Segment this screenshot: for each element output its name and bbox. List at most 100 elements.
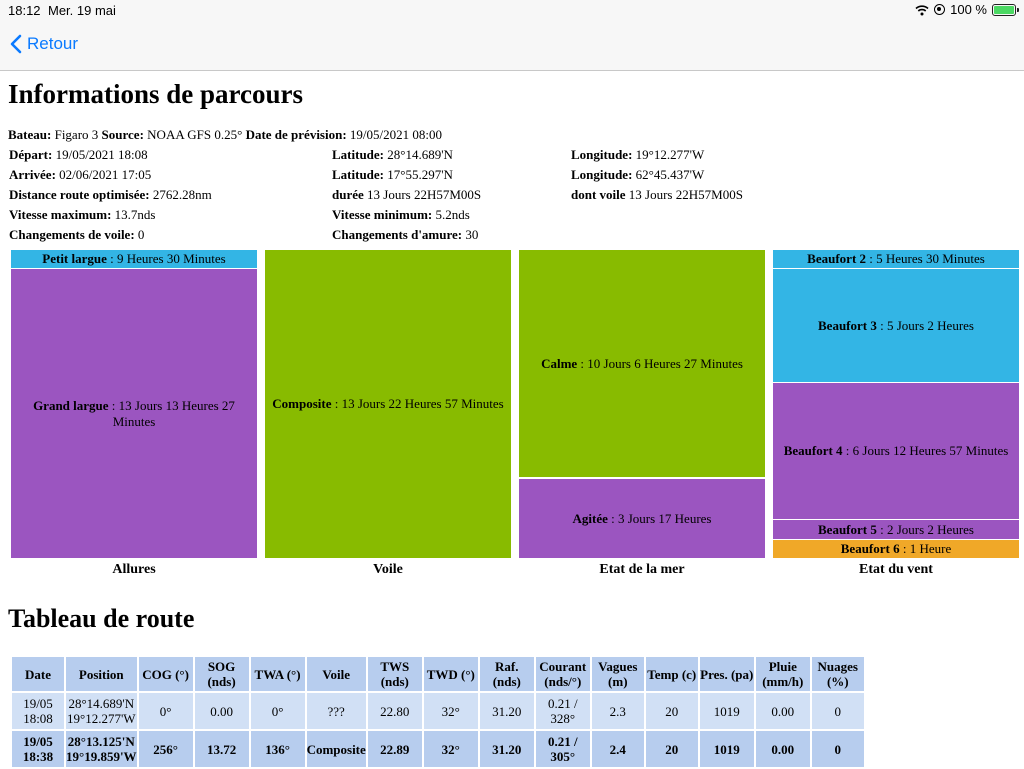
changements-voile-label: Changements de voile: [9, 227, 135, 242]
cell-voile: Composite [304, 729, 368, 769]
status-date: Mer. 19 mai [48, 3, 116, 18]
grand-largue-label: Grand largue [33, 397, 109, 413]
longitude-start-label: Longitude: [571, 147, 633, 162]
cell-tws: 22.80 [365, 691, 424, 731]
beaufort-2-value: : 5 Heures 30 Minutes [866, 251, 985, 266]
cell-temp: 20 [643, 729, 700, 769]
cell-raf: 31.20 [477, 729, 536, 769]
block-beaufort-6: Beaufort 6 : 1 Heure [772, 539, 1020, 559]
panel-mer: Calme : 10 Jours 6 Heures 27 Minutes Agi… [518, 249, 766, 559]
vitesse-min-label: Vitesse minimum: [332, 207, 433, 222]
info-depart: Départ: 19/05/2021 18:08 [9, 147, 148, 163]
cell-twa: 0° [248, 691, 307, 731]
forecast-label: Date de prévision: [245, 127, 347, 142]
block-grand-largue: Grand largue : 13 Jours 13 Heures 27 Min… [10, 268, 258, 559]
block-beaufort-2: Beaufort 2 : 5 Heures 30 Minutes [772, 249, 1020, 269]
page-title: Informations de parcours [8, 79, 304, 109]
col-twd: TWD (°) [421, 655, 480, 693]
beaufort-3-label: Beaufort 3 [818, 317, 877, 333]
boat-label: Bateau: [8, 127, 52, 142]
cell-position: 28°14.689'N 19°12.277'W [64, 691, 139, 731]
beaufort-6-value: : 1 Heure [899, 541, 952, 556]
agitee-value: : 3 Jours 17 Heures [607, 510, 712, 526]
wifi-icon [915, 4, 929, 15]
vitesse-max-value: 13.7nds [114, 207, 156, 222]
cell-pluie: 0.00 [753, 729, 812, 769]
arrivee-value: 02/06/2021 17:05 [59, 167, 152, 182]
latitude-end-label: Latitude: [332, 167, 384, 182]
latitude-start-label: Latitude: [332, 147, 384, 162]
cell-pres: 1019 [697, 691, 756, 731]
arrivee-label: Arrivée: [9, 167, 56, 182]
status-time: 18:12 [8, 3, 41, 18]
block-petit-largue: Petit largue : 9 Heures 30 Minutes [10, 249, 258, 269]
block-calme: Calme : 10 Jours 6 Heures 27 Minutes [518, 249, 766, 478]
forecast-value: 19/05/2021 08:00 [349, 127, 443, 142]
panel-voile: Composite : 13 Jours 22 Heures 57 Minute… [264, 249, 512, 559]
dont-voile-value: 13 Jours 22H57M00S [628, 187, 743, 202]
petit-largue-value: : 9 Heures 30 Minutes [106, 251, 226, 266]
calme-value: : 10 Jours 6 Heures 27 Minutes [577, 355, 743, 371]
col-temp: Temp (c) [643, 655, 700, 693]
cell-raf: 31.20 [477, 691, 536, 731]
orientation-lock-icon [934, 4, 946, 15]
col-sog: SOG (nds) [192, 655, 251, 693]
cell-courant: 0.21 / 305° [533, 729, 592, 769]
chevron-left-icon [10, 34, 22, 54]
col-twa: TWA (°) [248, 655, 307, 693]
depart-label: Départ: [9, 147, 53, 162]
battery-percent: 100 % [950, 2, 987, 17]
info-dont-voile: dont voile 13 Jours 22H57M00S [571, 187, 743, 203]
dont-voile-label: dont voile [571, 187, 626, 202]
beaufort-5-label: Beaufort 5 [818, 521, 877, 537]
cell-nuages: 0 [809, 729, 866, 769]
info-distance: Distance route optimisée: 2762.28nm [9, 187, 212, 203]
col-position: Position [64, 655, 139, 693]
status-indicators: 100 % [915, 2, 1019, 17]
panel-vent: Beaufort 2 : 5 Heures 30 Minutes Beaufor… [772, 249, 1020, 559]
info-arrivee: Arrivée: 02/06/2021 17:05 [9, 167, 151, 183]
block-agitee: Agitée : 3 Jours 17 Heures [518, 478, 766, 559]
info-duree: durée 13 Jours 22H57M00S [332, 187, 481, 203]
block-beaufort-4: Beaufort 4 : 6 Jours 12 Heures 57 Minute… [772, 382, 1020, 520]
cell-vagues: 2.4 [589, 729, 646, 769]
table-row: 19/05 18:38 28°13.125'N 19°19.859'W 256°… [10, 729, 866, 769]
col-date: Date [10, 655, 66, 693]
calme-label: Calme [541, 355, 578, 371]
duree-label: durée [332, 187, 364, 202]
cell-vagues: 2.3 [589, 691, 646, 731]
cell-cog: 0° [136, 691, 195, 731]
boat-value: Figaro 3 [54, 127, 99, 142]
back-button[interactable]: Retour [10, 34, 78, 54]
beaufort-5-value: : 2 Jours 2 Heures [876, 521, 974, 537]
cell-twa: 136° [248, 729, 307, 769]
cell-nuages: 0 [809, 691, 866, 731]
cell-temp: 20 [643, 691, 700, 731]
longitude-end-label: Longitude: [571, 167, 633, 182]
composite-value: : 13 Jours 22 Heures 57 Minutes [331, 396, 504, 411]
col-voile: Voile [304, 655, 368, 693]
beaufort-6-label: Beaufort 6 [840, 541, 900, 556]
route-table-title: Tableau de route [8, 604, 195, 633]
info-longitude-end: Longitude: 62°45.437'W [571, 167, 704, 183]
beaufort-4-value: : 6 Jours 12 Heures 57 Minutes [842, 443, 1009, 458]
agitee-label: Agitée [572, 510, 608, 526]
table-row: 19/05 18:08 28°14.689'N 19°12.277'W 0° 0… [10, 691, 866, 731]
beaufort-3-value: : 5 Jours 2 Heures [876, 317, 974, 333]
cell-date: 19/05 18:38 [10, 729, 66, 769]
cell-tws: 22.89 [365, 729, 424, 769]
panel-allures: Petit largue : 9 Heures 30 Minutes Grand… [10, 249, 258, 559]
source-label: Source: [101, 127, 144, 142]
info-latitude-start: Latitude: 28°14.689'N [332, 147, 453, 163]
col-courant: Courant (nds/°) [533, 655, 592, 693]
panel-title-voile: Voile [373, 562, 403, 577]
cell-sog: 0.00 [192, 691, 251, 731]
battery-icon [992, 3, 1019, 16]
col-cog: COG (°) [136, 655, 195, 693]
info-latitude-end: Latitude: 17°55.297'N [332, 167, 453, 183]
col-vagues: Vagues (m) [589, 655, 646, 693]
cell-date: 19/05 18:08 [10, 691, 66, 731]
cell-pluie: 0.00 [753, 691, 812, 731]
route-table-header: Date Position COG (°) SOG (nds) TWA (°) … [10, 655, 866, 693]
duree-value: 13 Jours 22H57M00S [367, 187, 482, 202]
